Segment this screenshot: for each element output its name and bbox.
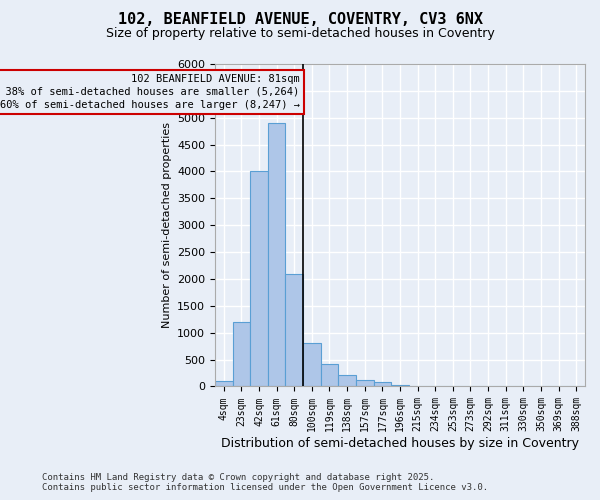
Text: 102, BEANFIELD AVENUE, COVENTRY, CV3 6NX: 102, BEANFIELD AVENUE, COVENTRY, CV3 6NX xyxy=(118,12,482,28)
Bar xyxy=(250,172,268,386)
Bar xyxy=(374,382,391,386)
Bar xyxy=(286,274,303,386)
Bar xyxy=(338,374,356,386)
Bar xyxy=(268,123,286,386)
X-axis label: Distribution of semi-detached houses by size in Coventry: Distribution of semi-detached houses by … xyxy=(221,437,579,450)
Text: 102 BEANFIELD AVENUE: 81sqm
← 38% of semi-detached houses are smaller (5,264)
60: 102 BEANFIELD AVENUE: 81sqm ← 38% of sem… xyxy=(0,74,299,110)
Bar xyxy=(320,364,338,386)
Bar xyxy=(215,381,233,386)
Bar xyxy=(233,322,250,386)
Bar xyxy=(356,380,374,386)
Y-axis label: Number of semi-detached properties: Number of semi-detached properties xyxy=(161,122,172,328)
Bar xyxy=(391,385,409,386)
Text: Size of property relative to semi-detached houses in Coventry: Size of property relative to semi-detach… xyxy=(106,28,494,40)
Text: Contains HM Land Registry data © Crown copyright and database right 2025.
Contai: Contains HM Land Registry data © Crown c… xyxy=(42,473,488,492)
Bar xyxy=(303,344,320,386)
